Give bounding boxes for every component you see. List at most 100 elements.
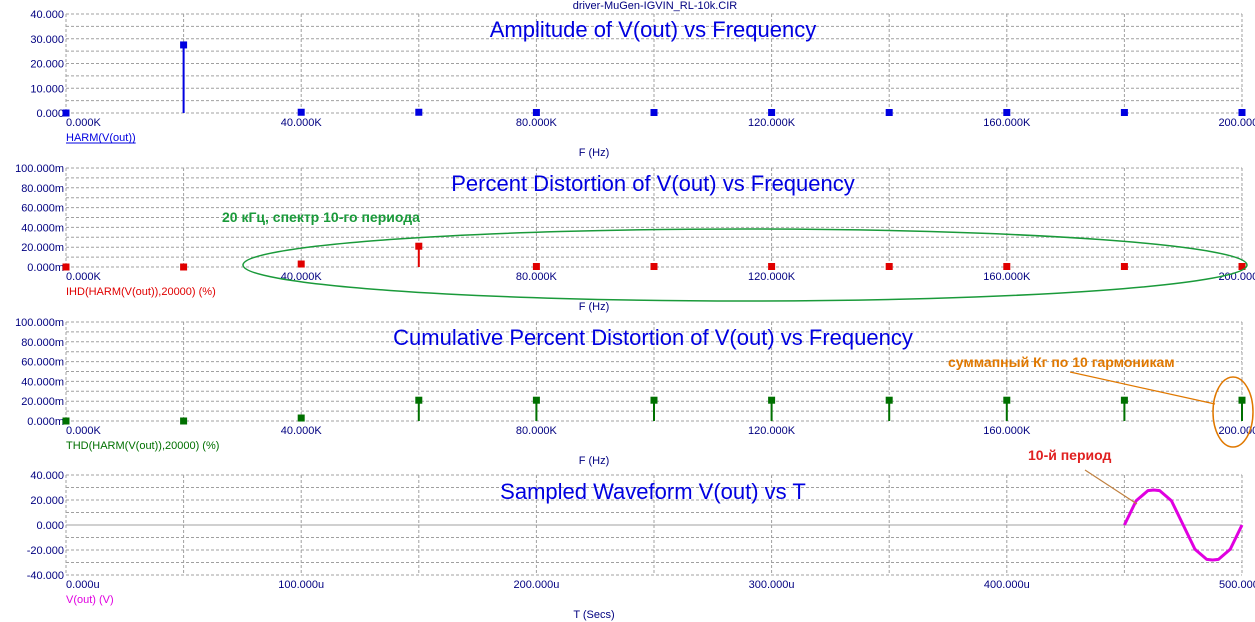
- y-tick-label: 80.000m: [21, 183, 64, 195]
- y-tick-label: 100.000m: [15, 163, 64, 175]
- x-tick-label: 200.000u: [513, 579, 559, 591]
- x-tick-label: 80.000K: [516, 117, 558, 129]
- x-tick-label: 300.000u: [749, 579, 795, 591]
- x-tick-label: 120.000K: [748, 425, 796, 437]
- bar-marker[interactable]: [532, 263, 540, 271]
- bar-marker[interactable]: [1238, 396, 1246, 404]
- y-tick-label: 40.000m: [21, 222, 64, 234]
- bar-marker[interactable]: [1003, 263, 1011, 271]
- y-tick-label: -20.000: [27, 545, 64, 557]
- y-tick-label: 20.000: [30, 495, 64, 507]
- bar-marker[interactable]: [650, 396, 658, 404]
- panel-cumulative-distortion[interactable]: 100.000m 80.000m 60.000m 40.000m 20.000m 0.00…: [15, 317, 1255, 467]
- panel-percent-distortion[interactable]: 100.000m 80.000m 60.000m 40.000m 20.000m 0.00…: [15, 163, 1255, 313]
- x-tick-label: 0.000K: [66, 425, 102, 437]
- bar-marker[interactable]: [62, 417, 70, 425]
- x-tick-label: 200.000K: [1218, 425, 1255, 437]
- x-tick-label: 160.000K: [983, 271, 1031, 283]
- x-tick-label: 120.000K: [748, 117, 796, 129]
- y-tick-label: 20.000m: [21, 396, 64, 408]
- panel-amplitude[interactable]: 40.000 30.000 20.000 10.000 0.0000.000K 40.00…: [30, 9, 1255, 159]
- bar-marker[interactable]: [415, 396, 423, 404]
- panel-title: Sampled Waveform V(out) vs T: [500, 479, 806, 504]
- y-tick-label: 100.000m: [15, 317, 64, 329]
- bar-marker[interactable]: [1120, 109, 1128, 117]
- x-tick-label: 0.000K: [66, 117, 102, 129]
- bar-marker[interactable]: [1120, 263, 1128, 271]
- file-title: driver-MuGen-IGVIN_RL-10k.CIR: [573, 0, 737, 12]
- bar-marker[interactable]: [885, 263, 893, 271]
- thd-highlight-ellipse: [1212, 376, 1254, 448]
- bar-marker[interactable]: [532, 396, 540, 404]
- y-tick-label: 0.000m: [27, 262, 64, 274]
- bar-marker[interactable]: [768, 396, 776, 404]
- x-axis-label: F (Hz): [579, 147, 610, 159]
- y-tick-label: 40.000m: [21, 376, 64, 388]
- bar-marker[interactable]: [768, 263, 776, 271]
- y-tick-label: 0.000m: [27, 416, 64, 428]
- x-axis-label: F (Hz): [579, 301, 610, 313]
- x-tick-label: 0.000K: [66, 271, 102, 283]
- bar-marker[interactable]: [297, 414, 305, 422]
- bar-marker[interactable]: [885, 396, 893, 404]
- trace-label: HARM(V(out)): [66, 132, 136, 144]
- bar-marker[interactable]: [297, 260, 305, 268]
- bar-marker[interactable]: [532, 109, 540, 117]
- y-tick-label: 20.000: [30, 59, 64, 71]
- x-tick-label: 100.000u: [278, 579, 324, 591]
- ihd-highlight-ellipse: [242, 228, 1248, 302]
- ihd-annotation: 20 кГц, спектр 10-го периода: [222, 209, 420, 225]
- wave-annotation: 10-й период: [1028, 447, 1111, 463]
- trace-label: V(out) (V): [66, 594, 114, 606]
- bar-marker[interactable]: [180, 417, 188, 425]
- bar-marker[interactable]: [650, 263, 658, 271]
- y-tick-label: 0.000: [36, 520, 64, 532]
- trace-label: IHD(HARM(V(out)),20000) (%): [66, 286, 216, 298]
- thd-annotation: суммапный Кг по 10 гармоникам: [948, 354, 1175, 370]
- y-tick-label: 30.000: [30, 34, 64, 46]
- x-tick-label: 160.000K: [983, 425, 1031, 437]
- bar-marker[interactable]: [1003, 396, 1011, 404]
- panel-sampled-waveform[interactable]: 40.000 20.000 0.000 -20.000 -40.0000.000u 100…: [27, 470, 1255, 621]
- wave-annotation-pointer: [1084, 469, 1138, 505]
- bar-marker[interactable]: [1120, 396, 1128, 404]
- y-tick-label: 20.000m: [21, 242, 64, 254]
- bar-marker[interactable]: [415, 108, 423, 116]
- x-tick-label: 200.000K: [1218, 271, 1255, 283]
- bar-marker[interactable]: [1238, 109, 1246, 117]
- panel-title: Cumulative Percent Distortion of V(out) …: [393, 325, 913, 350]
- bar-marker[interactable]: [1238, 263, 1246, 271]
- y-tick-label: 80.000m: [21, 337, 64, 349]
- panel-title: Percent Distortion of V(out) vs Frequenc…: [451, 171, 855, 196]
- x-tick-label: 200.000K: [1218, 117, 1255, 129]
- bar-marker[interactable]: [180, 41, 188, 49]
- x-tick-label: 80.000K: [516, 271, 558, 283]
- y-tick-label: 0.000: [36, 108, 64, 120]
- x-tick-label: 0.000u: [66, 579, 100, 591]
- bar-marker[interactable]: [650, 109, 658, 117]
- bar-marker[interactable]: [62, 109, 70, 117]
- bar-marker[interactable]: [885, 109, 893, 117]
- y-tick-label: 60.000m: [21, 203, 64, 215]
- panel-title: Amplitude of V(out) vs Frequency: [490, 17, 816, 42]
- y-tick-label: -40.000: [27, 570, 64, 582]
- x-tick-label: 120.000K: [748, 271, 796, 283]
- x-axis-label: F (Hz): [579, 455, 610, 467]
- bar-marker[interactable]: [297, 108, 305, 116]
- x-tick-label: 80.000K: [516, 425, 558, 437]
- bar-marker[interactable]: [180, 263, 188, 271]
- bar-marker[interactable]: [768, 109, 776, 117]
- bar-marker[interactable]: [1003, 109, 1011, 117]
- trace-label: THD(HARM(V(out)),20000) (%): [66, 440, 219, 452]
- x-tick-label: 500.000u: [1219, 579, 1255, 591]
- bar-marker[interactable]: [415, 242, 423, 250]
- thd-annotation-pointer: [1069, 371, 1216, 405]
- y-tick-label: 60.000m: [21, 357, 64, 369]
- x-axis-label: T (Secs): [573, 609, 614, 621]
- bar-marker[interactable]: [62, 263, 70, 271]
- x-tick-label: 40.000K: [281, 425, 323, 437]
- x-tick-label: 400.000u: [984, 579, 1030, 591]
- x-tick-label: 160.000K: [983, 117, 1031, 129]
- y-tick-label: 10.000: [30, 83, 64, 95]
